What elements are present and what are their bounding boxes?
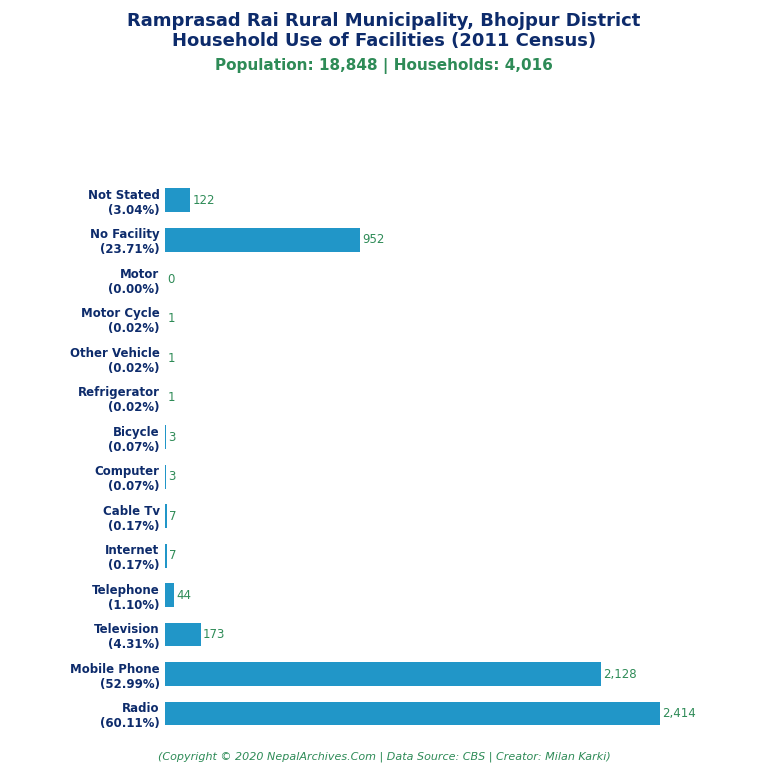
- Text: 2,414: 2,414: [662, 707, 696, 720]
- Text: 7: 7: [169, 549, 177, 562]
- Bar: [165, 702, 660, 726]
- Text: Population: 18,848 | Households: 4,016: Population: 18,848 | Households: 4,016: [215, 58, 553, 74]
- Bar: [165, 228, 360, 252]
- Bar: [165, 544, 167, 568]
- Bar: [165, 188, 190, 212]
- Text: 1: 1: [167, 352, 175, 365]
- Text: Ramprasad Rai Rural Municipality, Bhojpur District: Ramprasad Rai Rural Municipality, Bhojpu…: [127, 12, 641, 29]
- Bar: [165, 505, 167, 528]
- Text: 1: 1: [167, 391, 175, 404]
- Bar: [165, 584, 174, 607]
- Text: 952: 952: [362, 233, 385, 247]
- Text: 122: 122: [193, 194, 215, 207]
- Text: Household Use of Facilities (2011 Census): Household Use of Facilities (2011 Census…: [172, 32, 596, 50]
- Bar: [165, 623, 200, 647]
- Text: 3: 3: [168, 470, 176, 483]
- Text: 173: 173: [203, 628, 225, 641]
- Text: 2,128: 2,128: [604, 667, 637, 680]
- Text: 0: 0: [167, 273, 174, 286]
- Text: 1: 1: [167, 313, 175, 326]
- Text: 3: 3: [168, 431, 176, 444]
- Bar: [165, 662, 601, 686]
- Text: (Copyright © 2020 NepalArchives.Com | Data Source: CBS | Creator: Milan Karki): (Copyright © 2020 NepalArchives.Com | Da…: [157, 751, 611, 762]
- Text: 7: 7: [169, 510, 177, 523]
- Text: 44: 44: [177, 588, 191, 601]
